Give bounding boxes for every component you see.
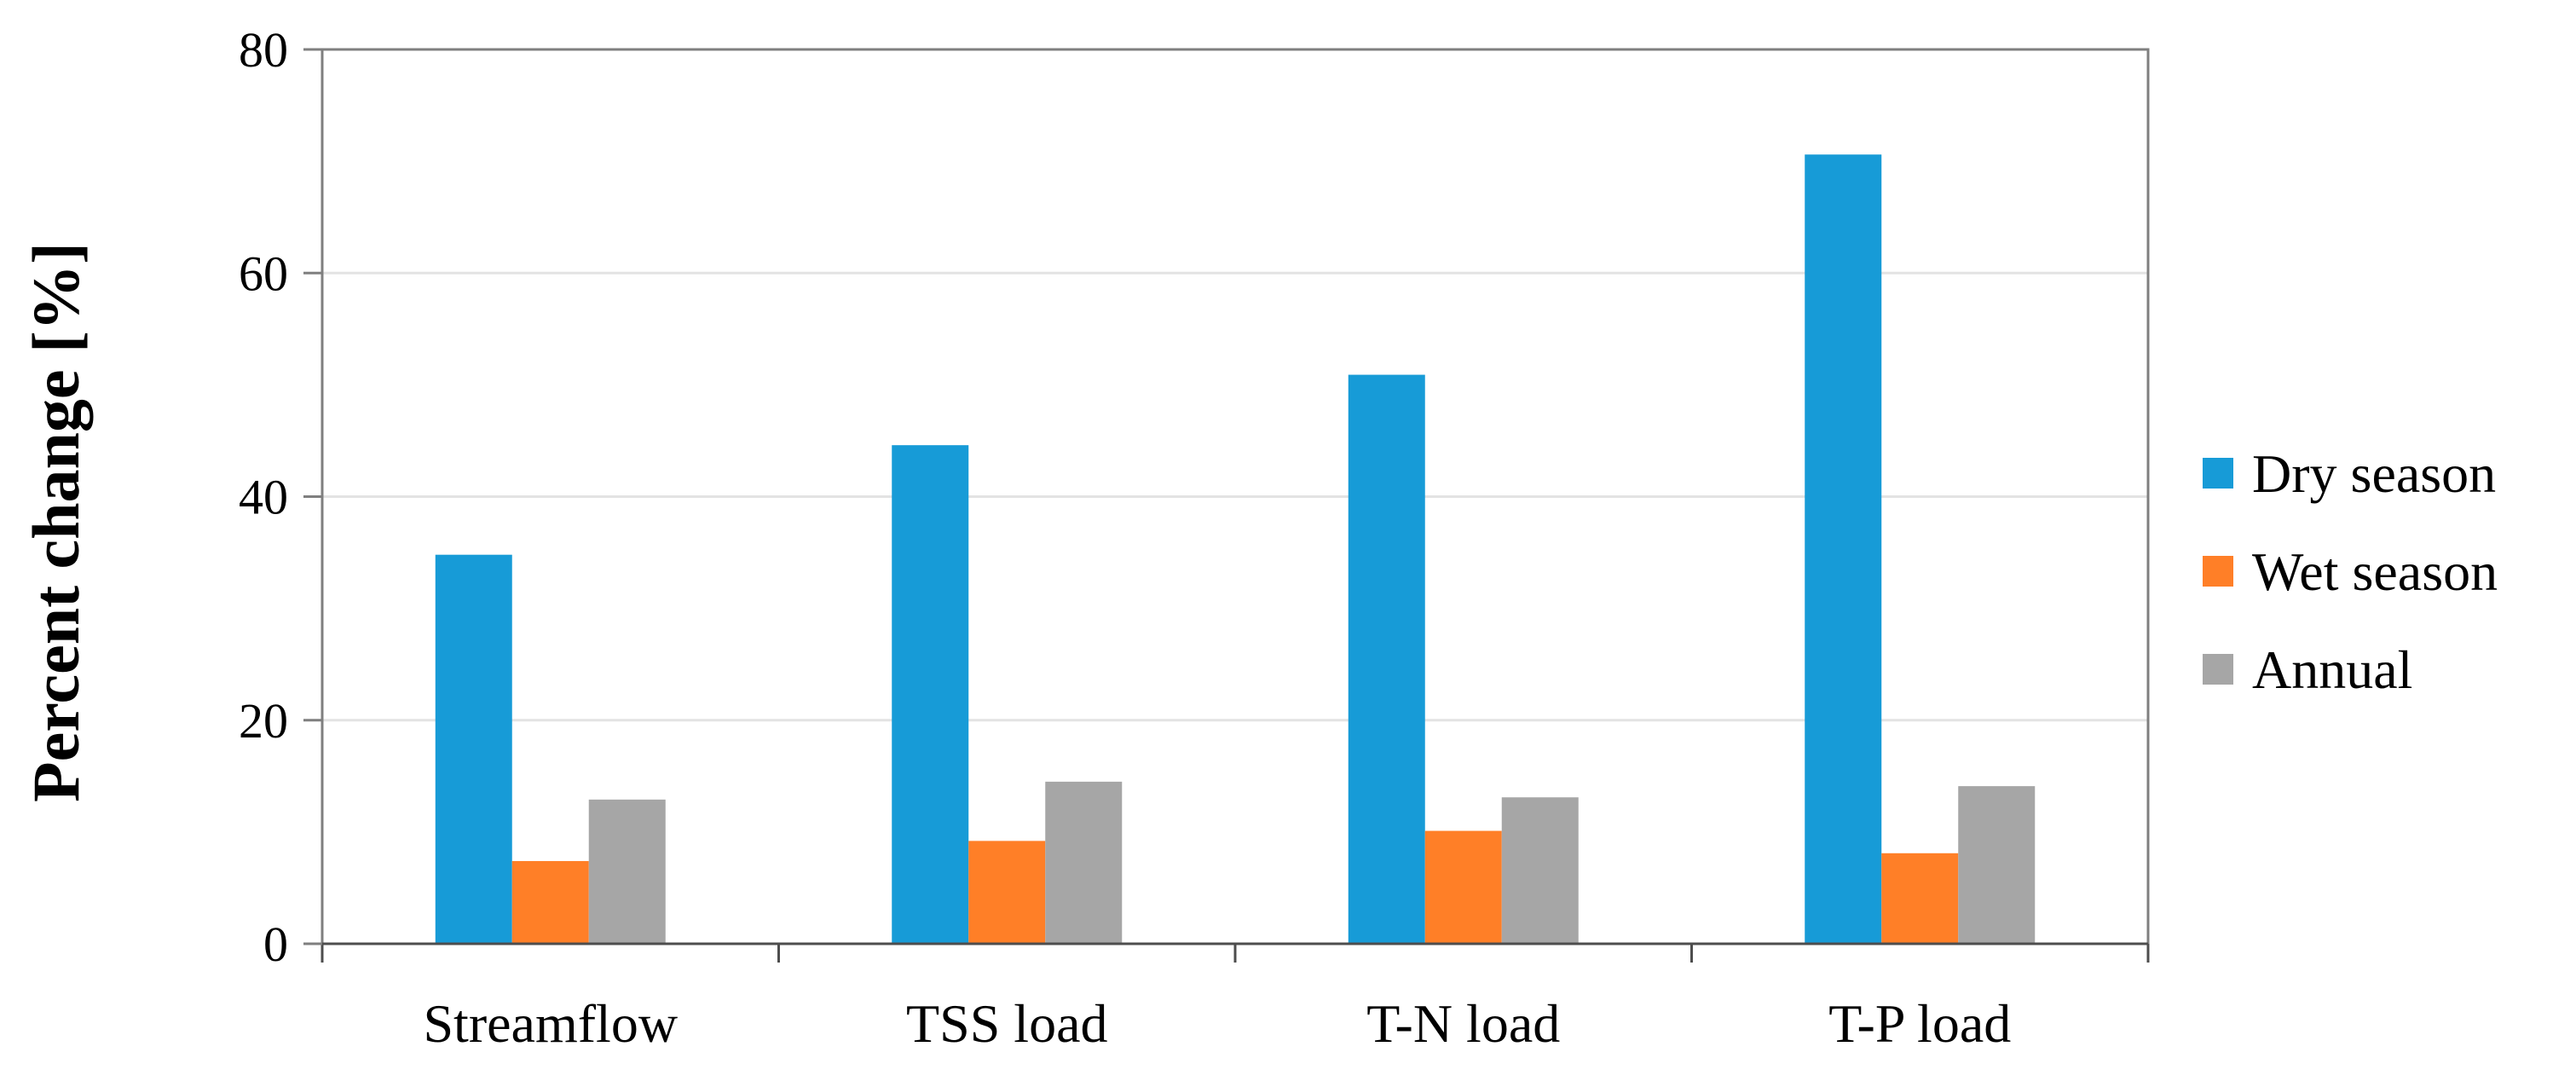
x-category-label: T-P load <box>1828 993 2011 1054</box>
bar-wet-season-tss-load <box>968 841 1046 944</box>
y-axis-title: Percent change [%] <box>19 242 93 802</box>
y-tick-label: 40 <box>239 470 288 525</box>
legend: Dry season Wet season Annual <box>2203 443 2498 700</box>
bar-wet-season-t-n-load <box>1424 830 1502 944</box>
bar-dry-season-streamflow <box>435 554 512 944</box>
bar-annual-streamflow <box>588 799 666 944</box>
legend-label: Dry season <box>2252 443 2496 504</box>
legend-swatch <box>2203 654 2233 685</box>
legend-swatch <box>2203 458 2233 489</box>
bar-wet-season-t-p-load <box>1881 853 1959 944</box>
x-category-label: T-N load <box>1366 993 1560 1054</box>
y-tick-label: 80 <box>239 22 288 78</box>
bar-dry-season-tss-load <box>892 445 969 944</box>
bars <box>435 154 2036 945</box>
bar-dry-season-t-p-load <box>1805 154 1882 944</box>
legend-label: Wet season <box>2252 541 2498 602</box>
x-category-label: Streamflow <box>423 993 678 1054</box>
bar-annual-t-n-load <box>1501 797 1579 944</box>
x-axis <box>321 942 2150 963</box>
y-axis-tick-labels: 0 20 40 60 80 <box>239 22 322 972</box>
x-category-label: TSS load <box>906 993 1107 1054</box>
y-tick-label: 20 <box>239 693 288 749</box>
y-tick-label: 60 <box>239 246 288 301</box>
bar-dry-season-t-n-load <box>1348 374 1425 945</box>
bar-annual-t-p-load <box>1958 786 2036 944</box>
bar-wet-season-streamflow <box>511 860 589 944</box>
legend-swatch <box>2203 556 2233 587</box>
legend-label: Annual <box>2252 639 2412 700</box>
x-axis-category-labels: Streamflow TSS load T-N load T-P load <box>423 993 2011 1054</box>
bar-annual-tss-load <box>1045 781 1123 944</box>
y-tick-label: 0 <box>263 916 288 972</box>
